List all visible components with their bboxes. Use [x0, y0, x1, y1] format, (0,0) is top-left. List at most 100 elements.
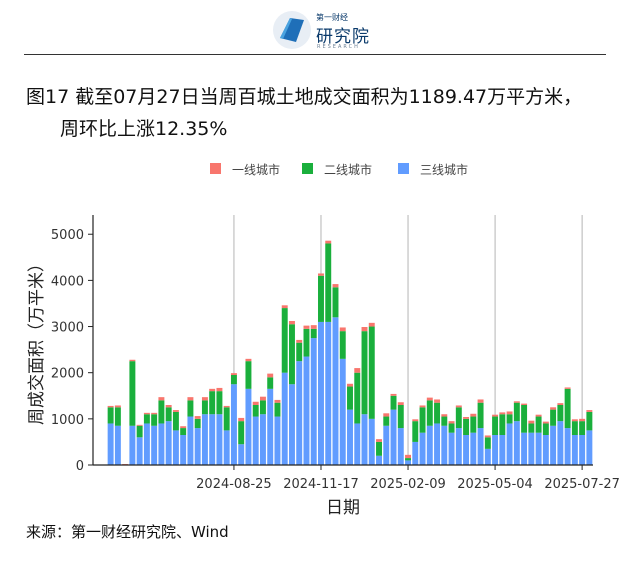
bar-s1-47	[448, 421, 455, 424]
bar-s2-59	[535, 416, 542, 433]
bar-s1-20	[252, 401, 259, 405]
bar-s3-54	[499, 435, 506, 465]
bar-s3-36	[368, 418, 375, 465]
bar-s2-35	[361, 331, 368, 415]
bar-s2-60	[542, 423, 549, 435]
bar-s3-60	[542, 435, 549, 465]
bar-s2-49	[463, 418, 470, 435]
bar-s2-53	[492, 416, 499, 435]
bar-s2-61	[550, 409, 557, 426]
bar-s3-21	[259, 414, 266, 465]
bar-s3-31	[332, 317, 339, 465]
bar-s1-14	[209, 388, 216, 392]
bar-s3-57	[521, 432, 528, 465]
bar-s2-26	[296, 342, 303, 362]
bar-s2-43	[419, 407, 426, 433]
bar-s1-12	[194, 416, 201, 419]
bar-s3-3	[129, 425, 136, 465]
bar-s3-40	[397, 428, 404, 465]
bar-s3-45	[434, 423, 441, 465]
bar-s3-65	[579, 435, 586, 465]
bar-s3-62	[557, 421, 564, 465]
brand-logo: 第一财经 研究院 RESEARCH	[268, 6, 378, 50]
bar-s3-0	[107, 423, 114, 465]
bar-s1-49	[463, 417, 470, 419]
bar-s3-22	[267, 388, 274, 465]
bar-s3-1	[114, 425, 121, 465]
bar-s3-33	[347, 409, 353, 465]
bar-s2-36	[368, 326, 375, 419]
bar-s3-16	[223, 430, 230, 465]
bar-s3-9	[172, 430, 179, 465]
bar-s3-23	[274, 416, 281, 465]
y-tick-label-1: 1000	[51, 413, 84, 428]
bar-s1-55	[506, 411, 513, 415]
bars	[107, 240, 593, 465]
source-note: 来源：第一财经研究院、Wind	[26, 523, 229, 541]
bar-s2-17	[230, 375, 237, 385]
y-tick-label-3: 3000	[51, 321, 84, 336]
bar-s1-27	[303, 325, 310, 329]
bar-s2-27	[303, 328, 310, 357]
bar-s2-45	[434, 402, 441, 424]
bar-s1-15	[216, 387, 223, 392]
y-tick-label-5: 5000	[51, 228, 84, 243]
bar-s2-41	[405, 458, 412, 461]
bar-s2-13	[201, 400, 208, 415]
bar-s1-40	[397, 402, 404, 405]
bar-s1-23	[274, 399, 281, 403]
bar-s2-14	[209, 391, 216, 415]
bar-s2-8	[165, 407, 172, 422]
bar-s1-1	[114, 405, 121, 408]
bar-s3-18	[238, 444, 245, 465]
bar-s1-21	[259, 396, 266, 401]
bar-s2-31	[332, 287, 339, 318]
bar-s1-43	[419, 405, 426, 408]
bar-s1-17	[230, 373, 237, 375]
bar-s1-28	[310, 325, 317, 329]
bar-s2-1	[114, 407, 121, 426]
bar-s3-43	[419, 432, 426, 465]
x-tick-label-1: 2024-11-17	[283, 477, 359, 492]
bar-s1-48	[455, 405, 462, 408]
bar-s1-16	[223, 405, 230, 408]
bar-s2-28	[310, 328, 317, 339]
bar-s3-25	[288, 384, 295, 465]
bar-s3-12	[194, 428, 201, 465]
bar-s1-3	[129, 359, 136, 362]
research-institute-logo-icon	[273, 11, 311, 49]
legend-swatch-1	[210, 163, 221, 174]
bar-s3-48	[455, 428, 462, 465]
bar-s2-33	[347, 386, 353, 410]
bar-s1-34	[354, 368, 361, 373]
bar-s3-66	[586, 430, 593, 465]
bar-s3-15	[216, 414, 223, 465]
bar-s2-63	[564, 388, 571, 429]
legend-label-3: 三线城市	[420, 162, 468, 177]
chart-title-line-2: 周环比上涨12.35%	[60, 118, 228, 140]
bar-s2-25	[288, 324, 295, 385]
y-tick-label-4: 4000	[51, 274, 84, 289]
bar-s1-31	[332, 284, 339, 288]
bar-s2-16	[223, 407, 230, 431]
bar-s2-12	[194, 418, 201, 429]
bar-s1-26	[296, 339, 303, 343]
bar-s1-60	[542, 421, 549, 424]
bar-s3-61	[550, 425, 557, 465]
bar-s1-65	[579, 418, 586, 422]
bar-s3-32	[339, 358, 346, 465]
bar-s1-50	[470, 413, 477, 417]
bar-s1-54	[499, 412, 506, 415]
bar-s3-5	[143, 423, 150, 465]
legend: 一线城市 二线城市 三线城市	[210, 162, 468, 177]
bar-s2-19	[245, 361, 252, 389]
bar-s2-51	[477, 402, 484, 429]
bar-s1-57	[521, 403, 528, 405]
bar-s2-32	[339, 331, 346, 359]
bar-s3-63	[564, 428, 571, 465]
bar-s3-8	[165, 421, 172, 465]
bar-s2-37	[376, 441, 382, 456]
bar-s2-24	[281, 308, 288, 373]
bar-s3-41	[405, 460, 412, 465]
y-tick-label-2: 2000	[51, 367, 84, 382]
